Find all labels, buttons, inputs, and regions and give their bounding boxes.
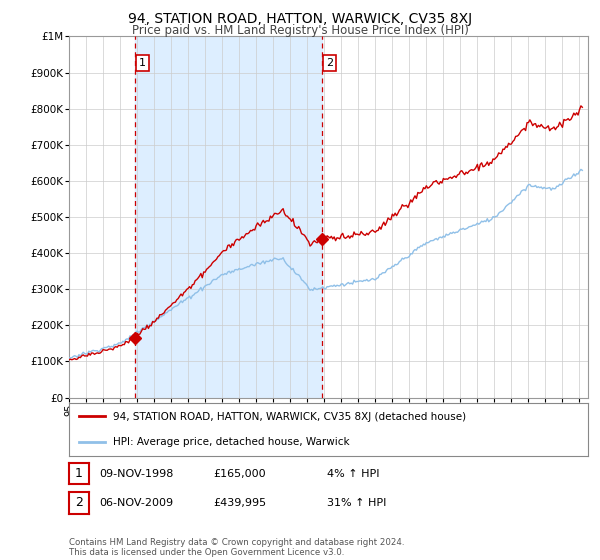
Text: 2: 2	[75, 496, 83, 510]
Text: Price paid vs. HM Land Registry's House Price Index (HPI): Price paid vs. HM Land Registry's House …	[131, 24, 469, 36]
Text: HPI: Average price, detached house, Warwick: HPI: Average price, detached house, Warw…	[113, 436, 350, 446]
Text: 94, STATION ROAD, HATTON, WARWICK, CV35 8XJ: 94, STATION ROAD, HATTON, WARWICK, CV35 …	[128, 12, 472, 26]
Text: 1: 1	[75, 467, 83, 480]
Text: 2: 2	[326, 58, 333, 68]
Text: 06-NOV-2009: 06-NOV-2009	[99, 498, 173, 508]
Text: 31% ↑ HPI: 31% ↑ HPI	[327, 498, 386, 508]
Text: £439,995: £439,995	[213, 498, 266, 508]
Text: 4% ↑ HPI: 4% ↑ HPI	[327, 469, 380, 479]
Text: 09-NOV-1998: 09-NOV-1998	[99, 469, 173, 479]
Text: Contains HM Land Registry data © Crown copyright and database right 2024.
This d: Contains HM Land Registry data © Crown c…	[69, 538, 404, 557]
Text: 1: 1	[139, 58, 146, 68]
Text: 94, STATION ROAD, HATTON, WARWICK, CV35 8XJ (detached house): 94, STATION ROAD, HATTON, WARWICK, CV35 …	[113, 412, 466, 422]
Bar	[134, 36, 322, 398]
Text: £165,000: £165,000	[213, 469, 266, 479]
